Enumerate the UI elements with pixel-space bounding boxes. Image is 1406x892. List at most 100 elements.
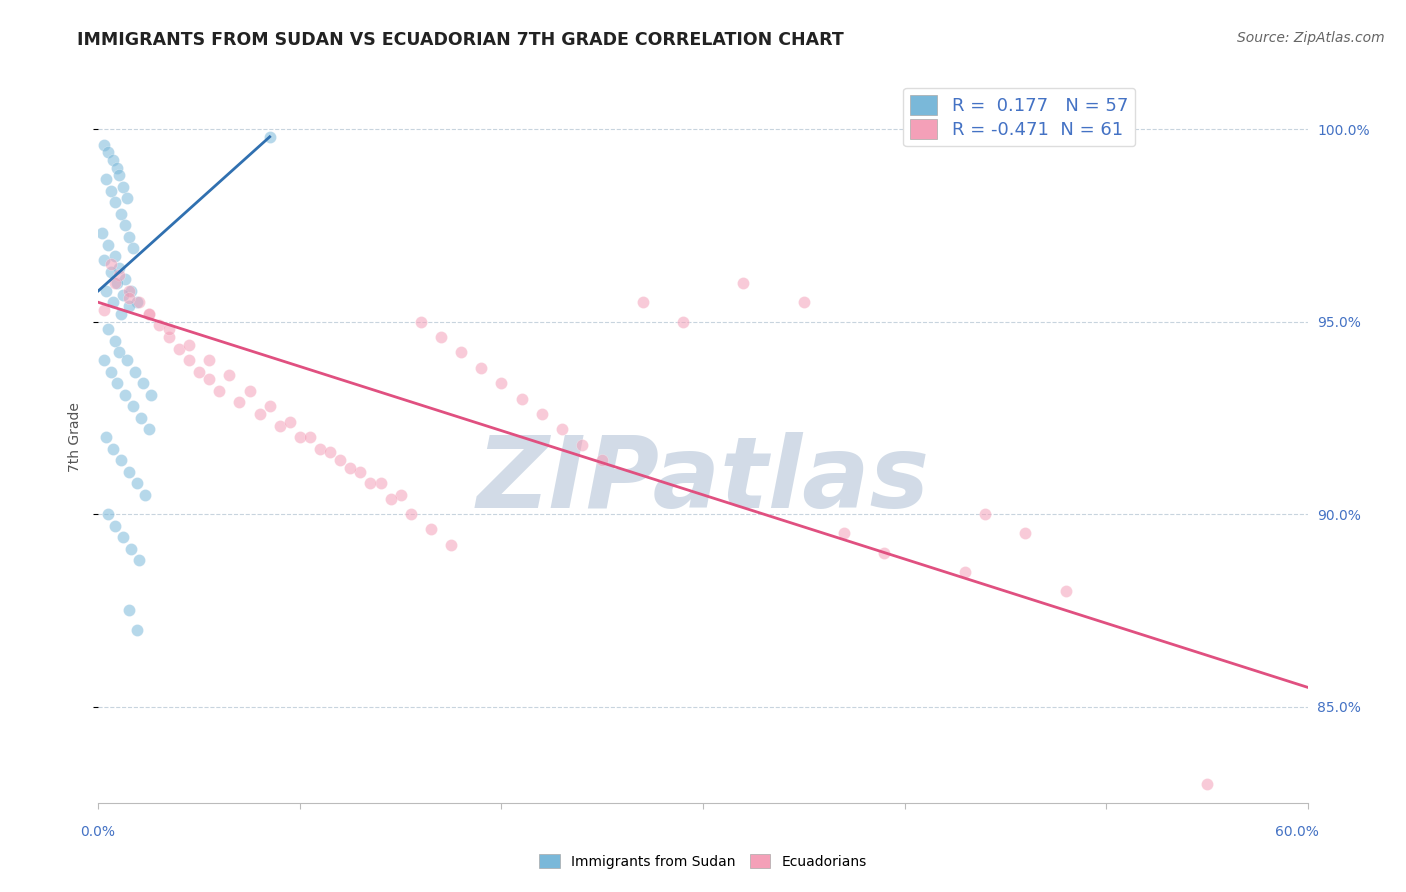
Point xyxy=(148,318,170,333)
Point xyxy=(873,545,896,559)
Text: 60.0%: 60.0% xyxy=(1275,825,1319,839)
Point xyxy=(121,242,143,256)
Point xyxy=(409,315,432,329)
Point xyxy=(793,295,815,310)
Point xyxy=(370,476,392,491)
Point xyxy=(218,368,240,383)
Point xyxy=(188,365,211,379)
Point xyxy=(111,287,134,301)
Point xyxy=(100,184,122,198)
Point xyxy=(138,307,160,321)
Point xyxy=(96,172,118,186)
Point xyxy=(125,476,148,491)
Point xyxy=(269,418,291,433)
Point xyxy=(733,276,755,290)
Point xyxy=(97,322,120,336)
Point xyxy=(299,430,322,444)
Point xyxy=(530,407,553,421)
Point xyxy=(118,603,141,617)
Point xyxy=(118,299,141,313)
Point xyxy=(118,230,141,244)
Legend: R =  0.177   N = 57, R = -0.471  N = 61: R = 0.177 N = 57, R = -0.471 N = 61 xyxy=(903,87,1135,146)
Point xyxy=(167,342,190,356)
Point xyxy=(249,407,271,421)
Point xyxy=(107,345,129,359)
Point xyxy=(259,399,281,413)
Point xyxy=(470,360,492,375)
Point xyxy=(128,553,150,567)
Point xyxy=(105,276,128,290)
Point xyxy=(832,526,855,541)
Point xyxy=(120,541,142,556)
Point xyxy=(105,376,128,391)
Point xyxy=(101,295,124,310)
Point xyxy=(124,365,146,379)
Point xyxy=(360,476,382,491)
Point xyxy=(118,292,141,306)
Point xyxy=(450,345,472,359)
Point xyxy=(107,169,129,183)
Point xyxy=(309,442,332,456)
Point xyxy=(1014,526,1036,541)
Point xyxy=(319,445,342,459)
Point xyxy=(953,565,976,579)
Point xyxy=(103,276,125,290)
Point xyxy=(110,207,132,221)
Point xyxy=(129,410,152,425)
Point xyxy=(97,237,120,252)
Point xyxy=(101,153,124,167)
Point xyxy=(399,507,422,521)
Point xyxy=(111,530,134,544)
Text: 0.0%: 0.0% xyxy=(80,825,115,839)
Point xyxy=(93,353,115,368)
Point xyxy=(114,219,136,233)
Point xyxy=(97,507,120,521)
Point xyxy=(571,438,593,452)
Point xyxy=(157,322,180,336)
Point xyxy=(121,399,143,413)
Point xyxy=(100,264,122,278)
Point xyxy=(138,422,160,436)
Point xyxy=(139,388,162,402)
Point xyxy=(239,384,262,398)
Point xyxy=(198,353,221,368)
Point xyxy=(132,376,155,391)
Point xyxy=(179,337,201,351)
Point xyxy=(105,161,128,175)
Point xyxy=(631,295,654,310)
Point xyxy=(1054,584,1077,599)
Text: ZIPatlas: ZIPatlas xyxy=(477,433,929,530)
Point xyxy=(107,260,129,275)
Point xyxy=(128,295,150,310)
Point xyxy=(103,195,125,210)
Point xyxy=(114,272,136,286)
Point xyxy=(103,518,125,533)
Point xyxy=(179,353,201,368)
Point xyxy=(93,303,115,318)
Point xyxy=(115,191,138,205)
Text: IMMIGRANTS FROM SUDAN VS ECUADORIAN 7TH GRADE CORRELATION CHART: IMMIGRANTS FROM SUDAN VS ECUADORIAN 7TH … xyxy=(77,31,844,49)
Point xyxy=(420,523,443,537)
Point xyxy=(111,179,134,194)
Point xyxy=(118,284,141,298)
Point xyxy=(430,330,453,344)
Point xyxy=(100,365,122,379)
Point xyxy=(591,453,613,467)
Point xyxy=(120,284,142,298)
Point xyxy=(288,430,311,444)
Point xyxy=(101,442,124,456)
Point xyxy=(110,453,132,467)
Point xyxy=(329,453,352,467)
Point xyxy=(278,415,301,429)
Point xyxy=(93,252,115,267)
Point xyxy=(198,372,221,386)
Point xyxy=(125,623,148,637)
Point xyxy=(551,422,574,436)
Point xyxy=(208,384,231,398)
Point xyxy=(138,307,160,321)
Point xyxy=(389,488,412,502)
Point xyxy=(672,315,695,329)
Point xyxy=(115,353,138,368)
Point xyxy=(349,465,371,479)
Point xyxy=(103,334,125,348)
